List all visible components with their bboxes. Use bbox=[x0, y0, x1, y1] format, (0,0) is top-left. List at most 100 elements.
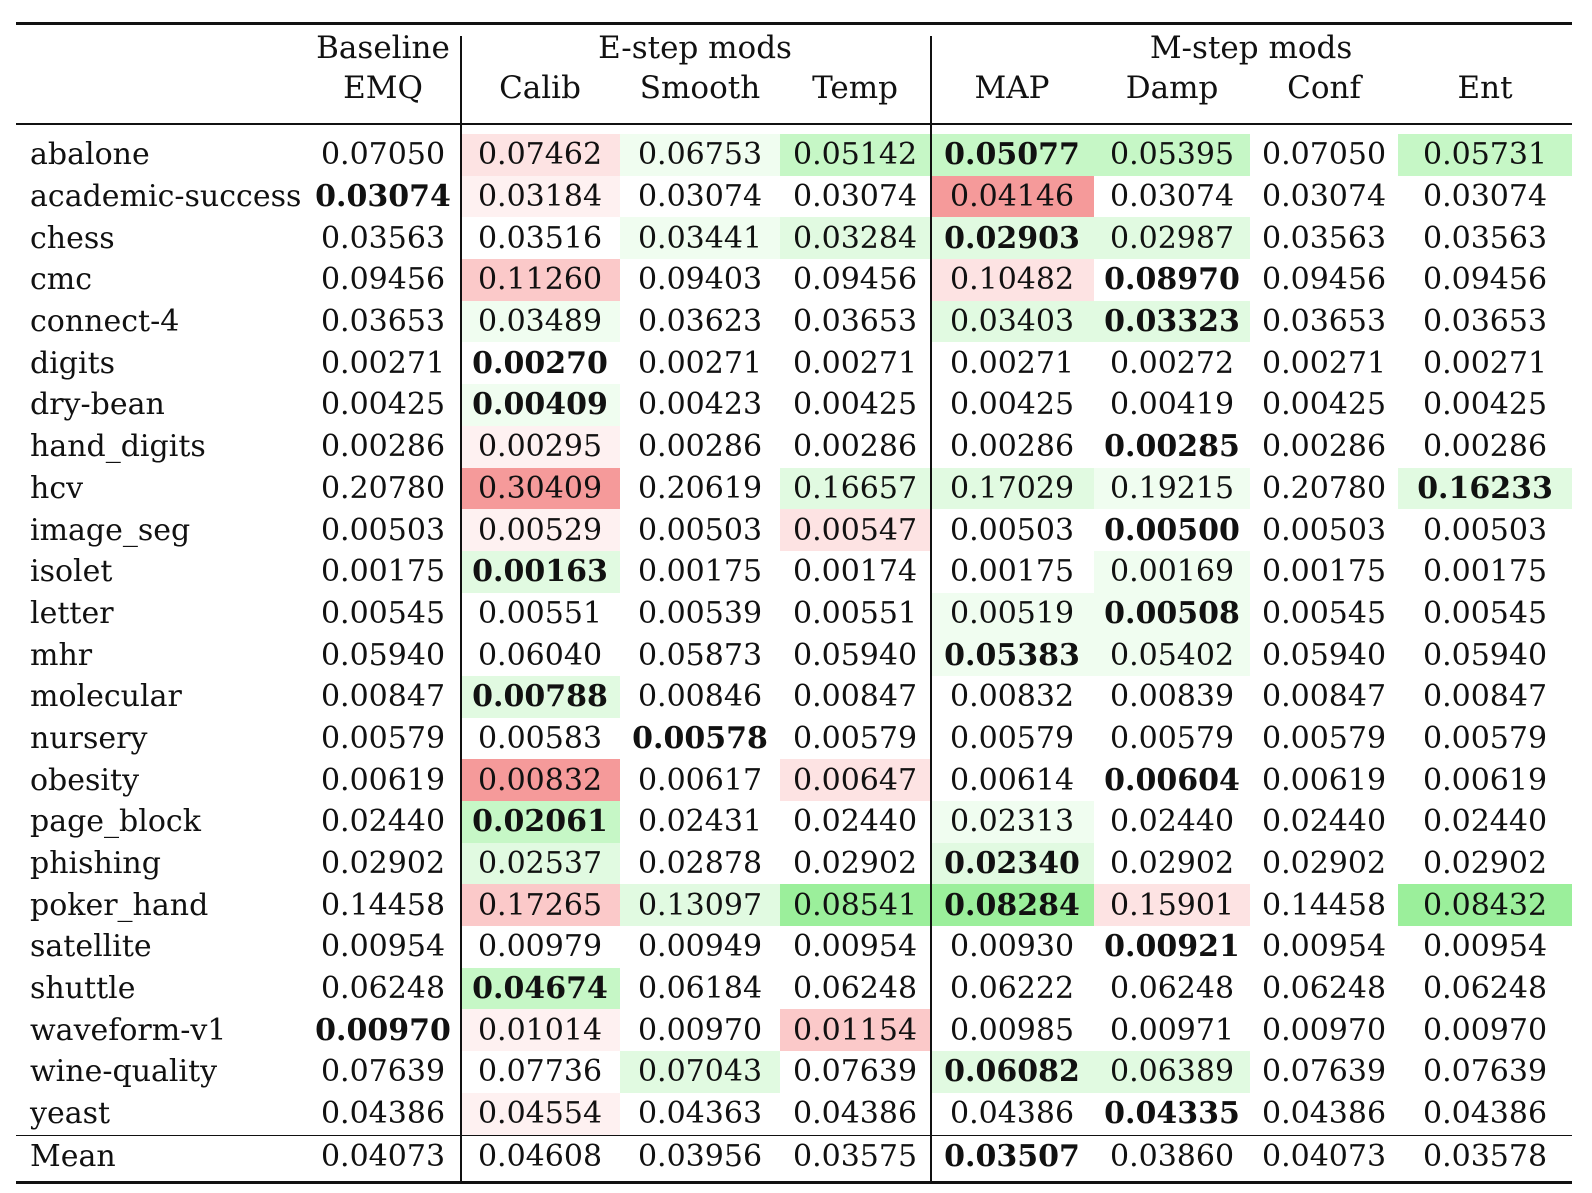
cell-emq: 0.03653 bbox=[320, 304, 446, 340]
table-row: chess 0.03563 0.03516 0.03441 0.03284 0.02903… bbox=[16, 217, 1572, 260]
cell-calib: 0.04674 bbox=[460, 967, 620, 1010]
cell-temp: 0.00647 bbox=[780, 759, 931, 801]
cell-emq: 0.00425 bbox=[320, 387, 446, 423]
cell-calib: 0.06040 bbox=[477, 637, 603, 673]
cell-calib: 0.02537 bbox=[460, 842, 620, 885]
cell-conf: 0.00847 bbox=[1262, 679, 1387, 715]
cell-ent: 0.08432 bbox=[1398, 884, 1573, 927]
mean-cell-temp: 0.03575 bbox=[792, 1139, 918, 1174]
cell-smooth: 0.00271 bbox=[637, 345, 763, 381]
cell-emq: 0.06248 bbox=[320, 971, 446, 1007]
cell-ent: 0.00175 bbox=[1423, 554, 1548, 590]
dataset-name: hcv bbox=[30, 470, 84, 506]
cell-damp: 0.05402 bbox=[1094, 634, 1251, 676]
cell-map: 0.00579 bbox=[950, 720, 1075, 756]
table-row: yeast 0.04386 0.04554 0.04363 0.04386 0.04386… bbox=[16, 1092, 1572, 1135]
cell-smooth: 0.03441 bbox=[620, 217, 780, 260]
cell-temp: 0.16657 bbox=[780, 467, 931, 510]
cell-damp: 0.00419 bbox=[1110, 387, 1235, 423]
table-row: mhr 0.05940 0.06040 0.05873 0.05940 0.05383 0.… bbox=[16, 634, 1572, 676]
cell-emq: 0.00503 bbox=[320, 512, 446, 548]
cell-emq: 0.07050 bbox=[320, 137, 446, 173]
dataset-name: dry-bean bbox=[30, 387, 165, 423]
cell-emq: 0.00619 bbox=[320, 762, 446, 798]
cell-damp: 0.00579 bbox=[1110, 720, 1235, 756]
cell-smooth: 0.00846 bbox=[637, 679, 763, 715]
cell-calib: 0.03516 bbox=[477, 220, 603, 256]
mean-rule bbox=[16, 1134, 1572, 1137]
table-row: nursery 0.00579 0.00583 0.00578 0.00579 0.005… bbox=[16, 718, 1572, 760]
header-col-ent: Ent bbox=[1457, 70, 1513, 106]
cell-damp: 0.05395 bbox=[1094, 134, 1251, 176]
cell-smooth: 0.00970 bbox=[637, 1012, 763, 1048]
cell-ent: 0.00970 bbox=[1423, 1012, 1548, 1048]
cell-smooth: 0.02431 bbox=[637, 804, 763, 840]
cell-calib: 0.03489 bbox=[460, 300, 620, 343]
cell-temp: 0.00425 bbox=[792, 387, 918, 423]
table-row: wine-quality 0.07639 0.07736 0.07043 0.07639… bbox=[16, 1051, 1572, 1093]
cell-temp: 0.05142 bbox=[780, 134, 931, 176]
dataset-name: isolet bbox=[30, 554, 113, 590]
cell-calib: 0.00163 bbox=[460, 550, 620, 593]
table-row: molecular 0.00847 0.00788 0.00846 0.00847 0.0… bbox=[16, 675, 1572, 718]
cell-emq: 0.00954 bbox=[320, 929, 446, 965]
cell-smooth: 0.00286 bbox=[637, 429, 763, 465]
cell-ent: 0.03563 bbox=[1423, 220, 1548, 256]
cell-smooth: 0.00539 bbox=[637, 595, 763, 631]
baseline-divider bbox=[460, 36, 462, 1181]
cell-ent: 0.02440 bbox=[1423, 804, 1548, 840]
cell-calib: 0.00529 bbox=[460, 509, 620, 551]
cell-emq: 0.05940 bbox=[320, 637, 446, 673]
cell-conf: 0.03563 bbox=[1262, 220, 1387, 256]
cell-emq: 0.03563 bbox=[320, 220, 446, 256]
cell-temp: 0.03284 bbox=[780, 217, 931, 260]
cell-temp: 0.07639 bbox=[792, 1054, 918, 1090]
cell-smooth: 0.00503 bbox=[637, 512, 763, 548]
dataset-name: cmc bbox=[30, 262, 93, 298]
header-name-cell bbox=[16, 66, 306, 122]
cell-calib: 0.01014 bbox=[460, 1009, 620, 1052]
cell-ent: 0.05731 bbox=[1398, 134, 1573, 176]
cell-map: 0.06222 bbox=[950, 971, 1075, 1007]
cell-ent: 0.04386 bbox=[1423, 1096, 1548, 1132]
mean-label: Mean bbox=[30, 1139, 116, 1174]
cell-map: 0.00930 bbox=[950, 929, 1075, 965]
cell-calib: 0.07462 bbox=[460, 134, 620, 176]
cell-map: 0.00985 bbox=[950, 1012, 1075, 1048]
cell-smooth: 0.00617 bbox=[637, 762, 763, 798]
cell-smooth: 0.06184 bbox=[637, 971, 763, 1007]
cell-ent: 0.03653 bbox=[1423, 304, 1548, 340]
cell-ent: 0.03074 bbox=[1423, 179, 1548, 215]
header-col-damp: Damp bbox=[1125, 70, 1219, 106]
dataset-name: image_seg bbox=[30, 512, 191, 548]
cell-conf: 0.09456 bbox=[1262, 262, 1387, 298]
cell-smooth: 0.06753 bbox=[620, 134, 780, 176]
cell-ent: 0.09456 bbox=[1423, 262, 1548, 298]
header-col-conf: Conf bbox=[1287, 70, 1361, 106]
cell-map: 0.03403 bbox=[930, 300, 1095, 343]
cell-map: 0.17029 bbox=[930, 467, 1095, 510]
cell-calib: 0.00788 bbox=[460, 675, 620, 718]
dataset-name: waveform-v1 bbox=[30, 1012, 227, 1048]
cell-damp: 0.00839 bbox=[1110, 679, 1235, 715]
cell-damp: 0.04335 bbox=[1104, 1096, 1240, 1132]
cell-ent: 0.05940 bbox=[1423, 637, 1548, 673]
cell-conf: 0.00271 bbox=[1262, 345, 1387, 381]
cell-emq: 0.20780 bbox=[320, 470, 446, 506]
cell-damp: 0.00272 bbox=[1110, 345, 1235, 381]
cell-calib: 0.02061 bbox=[460, 801, 620, 843]
cell-conf: 0.00175 bbox=[1262, 554, 1387, 590]
table-row: page_block 0.02440 0.02061 0.02431 0.02440 0.… bbox=[16, 801, 1572, 843]
cell-smooth: 0.09403 bbox=[637, 262, 763, 298]
table-row: satellite 0.00954 0.00979 0.00949 0.00954 0.0… bbox=[16, 926, 1572, 968]
cell-calib: 0.17265 bbox=[460, 884, 620, 927]
dataset-name: poker_hand bbox=[30, 887, 209, 923]
header-col-calib: Calib bbox=[499, 70, 581, 106]
cell-calib: 0.00409 bbox=[460, 384, 620, 426]
cell-calib: 0.00832 bbox=[460, 759, 620, 801]
cell-map: 0.00832 bbox=[950, 679, 1075, 715]
results-table: Baseline E-step mods M-step mods EMQ Cal… bbox=[16, 22, 1573, 1179]
cell-temp: 0.00579 bbox=[792, 720, 918, 756]
cell-calib: 0.03184 bbox=[460, 175, 620, 218]
cell-map: 0.00425 bbox=[950, 387, 1075, 423]
